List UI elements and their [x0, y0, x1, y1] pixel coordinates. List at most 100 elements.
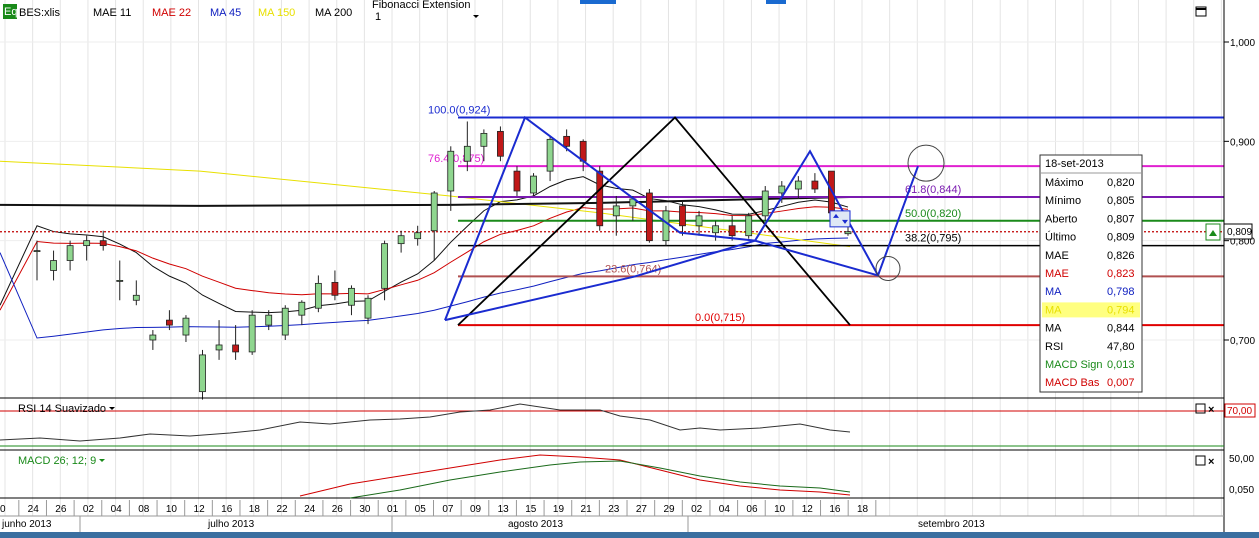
- candle: [811, 173, 819, 193]
- projection-line: [877, 165, 919, 276]
- y-tick-label: 0,900: [1230, 137, 1255, 148]
- candle-body-up: [149, 334, 157, 341]
- symbol-label[interactable]: BES:xlis: [19, 7, 60, 19]
- candle-body-down: [99, 240, 107, 247]
- candle: [761, 186, 769, 221]
- candle: [778, 181, 786, 203]
- rsi-label[interactable]: RSI 14 Suavizado: [18, 403, 106, 415]
- candle: [50, 250, 57, 281]
- indicator-ma-45[interactable]: MA 45: [210, 7, 241, 19]
- macd-maximize-icon[interactable]: [1195, 455, 1206, 466]
- macd-signal-line: [349, 460, 851, 499]
- y-tick-label: 0,700: [1230, 336, 1255, 347]
- candle-body-up: [546, 138, 554, 172]
- candle: [215, 320, 223, 360]
- x-tick-label: 30: [359, 504, 371, 515]
- x-tick-label: 12: [802, 504, 814, 515]
- candle: [149, 330, 157, 350]
- pattern-drawings: [444, 115, 945, 326]
- candle-body-up: [348, 287, 355, 306]
- grid: [0, 0, 1224, 516]
- candle-body-up: [364, 297, 372, 319]
- candle-body-up: [132, 294, 140, 301]
- candle-body-up: [33, 250, 41, 253]
- candle: [265, 310, 273, 331]
- macd-label[interactable]: MACD 26; 12; 9: [18, 455, 96, 467]
- candle-body-up: [778, 185, 786, 194]
- candle: [199, 349, 206, 400]
- indicator-mae-22[interactable]: MAE 22: [152, 7, 191, 19]
- candle: [116, 260, 124, 301]
- x-tick-label: 04: [111, 504, 123, 515]
- last-price-tag: 0,809: [1205, 223, 1253, 241]
- candle-body-up: [281, 307, 289, 336]
- x-tick-label: 24: [304, 504, 316, 515]
- candle-body-down: [811, 180, 819, 190]
- data-row-value: 47,80: [1107, 341, 1135, 353]
- macd-panel-controls[interactable]: ×: [1195, 455, 1214, 468]
- candle-body-up: [182, 317, 190, 336]
- candle: [430, 191, 438, 261]
- data-row-value: 0,809: [1107, 232, 1135, 244]
- candle: [248, 310, 256, 355]
- x-tick-label: 01: [387, 504, 399, 515]
- candle-body-up: [397, 235, 405, 245]
- x-tick-label: 02: [691, 504, 703, 515]
- indicator-ma-150[interactable]: MA 150: [258, 7, 295, 19]
- rsi-close-icon[interactable]: ×: [1208, 404, 1214, 416]
- x-tick-label: 10: [774, 504, 786, 515]
- rsi-maximize-icon[interactable]: [1195, 403, 1206, 414]
- x-axis: 0 24 26 02 04 08 10 12 16 18 22 24 26 30 01 05 07 09 13 15 1…: [0, 500, 1259, 538]
- fib-level-label: 0.0(0,715): [695, 312, 745, 324]
- fib-level-label: 50.0(0,820): [905, 208, 961, 220]
- indicator-mae-11[interactable]: MAE 11: [93, 7, 131, 19]
- x-tick-label: 18: [857, 504, 869, 515]
- widget-up-icon[interactable]: [833, 213, 839, 218]
- candle-body-down: [331, 281, 339, 296]
- macd-dropdown-icon[interactable]: [99, 459, 105, 462]
- candle: [497, 126, 504, 162]
- data-row-label: MACD Bas: [1045, 377, 1100, 389]
- month-label: julho 2013: [207, 519, 255, 530]
- bottom-scrollbar[interactable]: [0, 532, 1259, 538]
- x-tick-label: 19: [553, 504, 565, 515]
- data-row-label: MA: [1045, 323, 1062, 335]
- candle-body-down: [232, 344, 240, 353]
- candle-body-up: [298, 301, 306, 316]
- candle-body-up: [745, 215, 753, 237]
- candle: [513, 166, 521, 196]
- month-label: junho 2013: [1, 519, 52, 530]
- candle: [33, 240, 41, 281]
- macd-close-icon[interactable]: ×: [1208, 456, 1214, 468]
- candle: [182, 315, 190, 342]
- x-tick-label: 06: [746, 504, 758, 515]
- x-tick-label: 24: [28, 504, 40, 515]
- widget-down-icon[interactable]: [842, 219, 848, 224]
- candle: [612, 195, 620, 236]
- x-tick-label: 18: [249, 504, 261, 515]
- candle-body-up: [530, 175, 537, 194]
- indicator-ma-200[interactable]: MA 200: [315, 7, 352, 19]
- rsi-panel-controls[interactable]: ×: [1195, 403, 1214, 416]
- x-tick-label: 13: [498, 504, 510, 515]
- x-tick-label: 10: [166, 504, 178, 515]
- fibonacci-dropdown-icon[interactable]: [473, 15, 479, 18]
- data-row-value: 0,794: [1107, 304, 1135, 316]
- candle: [281, 305, 289, 340]
- x-tick-label: 16: [829, 504, 841, 515]
- maximize-icon[interactable]: [1195, 6, 1207, 17]
- candle-body-up: [480, 132, 488, 147]
- candle: [695, 210, 703, 236]
- rsi-tick-70: 70,00: [1227, 406, 1252, 417]
- x-tick-label: 27: [636, 504, 648, 515]
- mae-22-line: [0, 206, 849, 311]
- data-row-value: 0,844: [1107, 323, 1135, 335]
- rsi-dropdown-icon[interactable]: [109, 407, 115, 410]
- candle-body-up: [66, 245, 74, 261]
- fibonacci-label[interactable]: Fibonacci Extension: [372, 0, 470, 11]
- candle-body-down: [563, 135, 571, 147]
- scroll-widget[interactable]: [829, 210, 851, 228]
- candle-body-up: [248, 314, 256, 353]
- candle-body-down: [679, 205, 686, 227]
